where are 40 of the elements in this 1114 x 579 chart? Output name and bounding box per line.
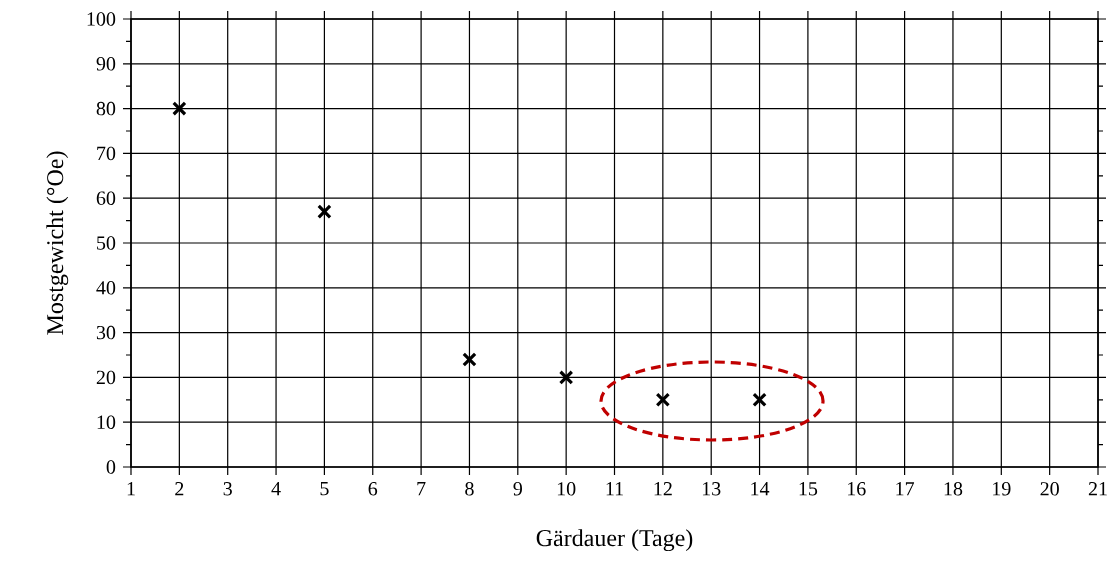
x-tick-label: 20 xyxy=(1040,482,1059,496)
x-tick-label: 21 xyxy=(1088,482,1107,496)
point xyxy=(752,392,767,408)
point xyxy=(462,352,477,367)
point xyxy=(317,204,332,219)
x-tick-label: 9 xyxy=(513,482,522,496)
y-tick-label: 20 xyxy=(96,370,116,385)
x-tick-label: 8 xyxy=(465,482,474,496)
x-tick-label: 11 xyxy=(606,482,623,496)
x-tick-label: 4 xyxy=(271,482,281,496)
y-tick-label: 100 xyxy=(87,12,116,26)
y-tick-label: 60 xyxy=(96,191,116,205)
y-tick-label: 70 xyxy=(97,146,116,161)
x-tick-label: 10 xyxy=(557,482,576,496)
y-tick-label: 90 xyxy=(96,57,116,71)
y-tick-label: 30 xyxy=(96,325,116,340)
x-tick-label: 7 xyxy=(417,482,426,496)
x-tick-label: 17 xyxy=(896,482,915,496)
x-tick-label: 13 xyxy=(702,482,721,496)
point xyxy=(558,370,574,385)
y-tick-label: 0 xyxy=(106,460,116,474)
x-tick-label: 19 xyxy=(993,482,1011,496)
y-tick-label: 40 xyxy=(96,281,116,295)
x-tick-label: 12 xyxy=(654,482,672,496)
y-tick-label: 50 xyxy=(97,236,116,250)
x-tick-label: 18 xyxy=(944,482,963,496)
point xyxy=(655,392,671,408)
point xyxy=(172,101,187,116)
x-axis-title: Gärdauer (Tage) xyxy=(536,529,693,552)
x-tick-label: 6 xyxy=(368,482,378,496)
x-tick-label: 3 xyxy=(223,482,232,496)
x-tick-label: 16 xyxy=(848,482,866,496)
y-tick-label: 10 xyxy=(97,415,116,429)
y-tick-label: 80 xyxy=(96,101,116,116)
y-axis-title: Mostgewicht (°Oe) xyxy=(46,151,69,335)
x-tick-label: 5 xyxy=(320,482,329,496)
x-tick-label: 14 xyxy=(751,482,770,496)
x-tick-label: 15 xyxy=(799,482,818,496)
x-tick-label: 1 xyxy=(127,482,135,496)
x-tick-label: 2 xyxy=(175,482,184,496)
